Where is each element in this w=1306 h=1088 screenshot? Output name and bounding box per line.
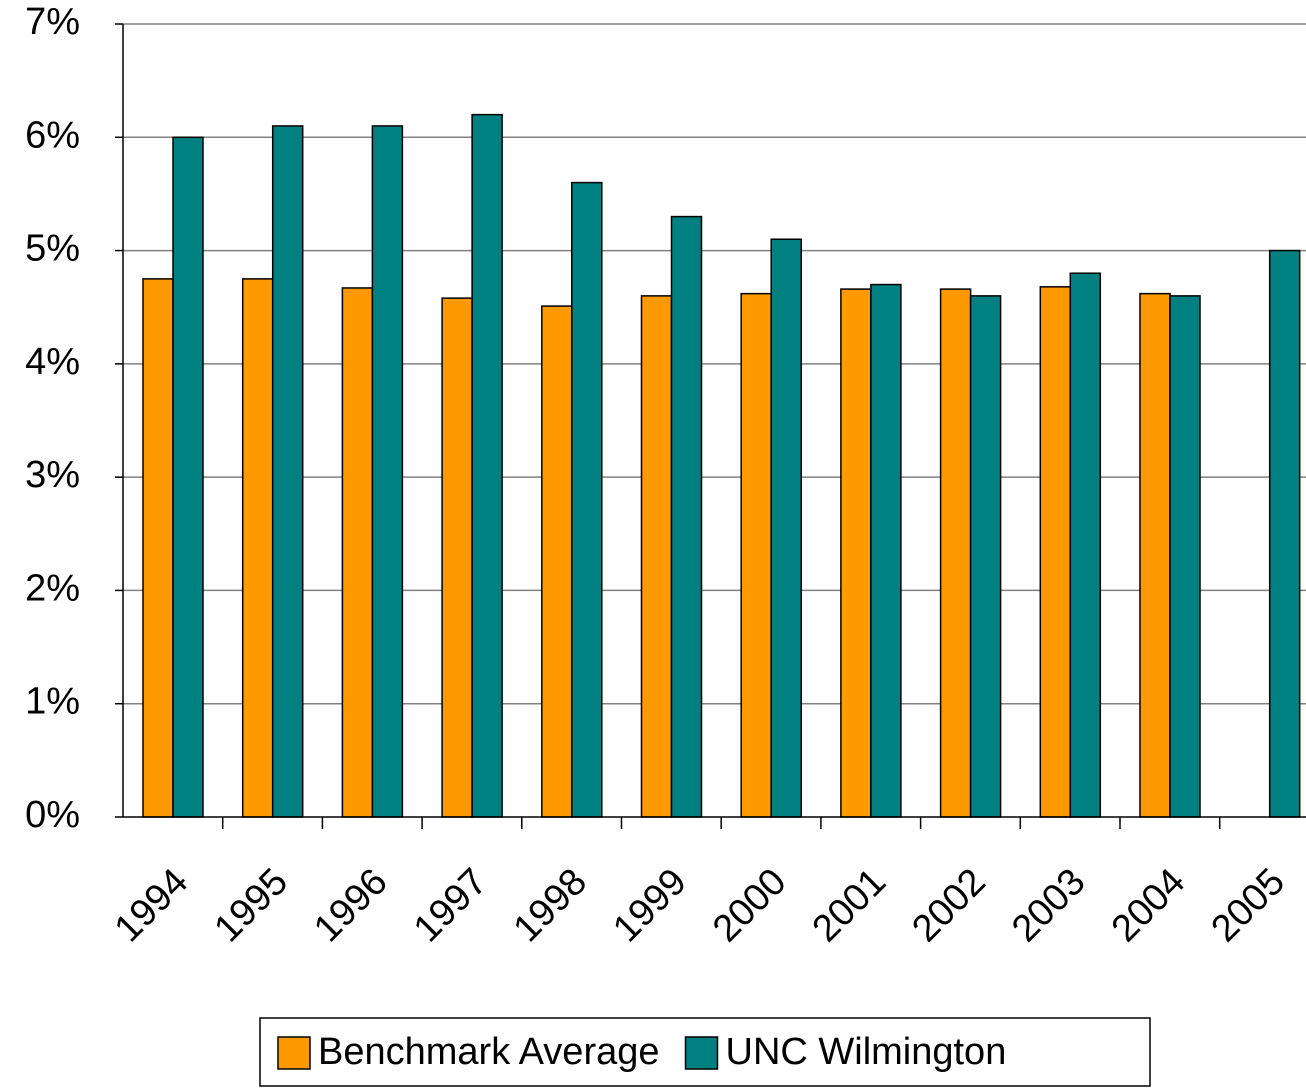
bar	[271, 125, 304, 818]
bar	[241, 278, 274, 818]
x-tick-label: 2003	[1004, 861, 1093, 950]
bar	[840, 288, 872, 818]
bar	[870, 283, 902, 818]
bar	[1139, 292, 1171, 818]
bar	[1169, 295, 1201, 818]
legend-label: Benchmark Average	[318, 1031, 660, 1073]
x-tick-label: 1995	[207, 861, 296, 950]
bar	[969, 295, 1002, 818]
y-tick-label: 4%	[25, 341, 80, 383]
y-tick-label: 7%	[25, 1, 80, 43]
bar	[341, 287, 374, 818]
bar	[640, 295, 673, 818]
bar	[571, 181, 603, 818]
bar	[740, 292, 772, 818]
y-tick-label: 1%	[25, 681, 80, 723]
y-tick-label: 0%	[25, 794, 80, 836]
y-tick-label: 2%	[25, 567, 80, 609]
x-tick-label: 1999	[605, 861, 694, 950]
legend-label: UNC Wilmington	[726, 1031, 1007, 1073]
legend-swatch	[277, 1036, 311, 1070]
bar	[172, 136, 204, 818]
x-tick-label: 1997	[406, 861, 495, 950]
bar	[471, 113, 503, 818]
x-tick-label: 1994	[107, 861, 196, 950]
y-tick-label: 6%	[25, 114, 80, 156]
x-tick-label: 2005	[1204, 861, 1293, 950]
bar	[1039, 286, 1072, 818]
bar	[1268, 249, 1301, 818]
bar	[142, 278, 174, 818]
bar	[1069, 272, 1102, 818]
x-tick-label: 2002	[904, 861, 993, 950]
bar	[371, 125, 404, 818]
legend-swatch	[684, 1036, 719, 1070]
bar	[441, 297, 473, 818]
bar	[770, 238, 802, 818]
y-tick-label: 5%	[25, 228, 80, 270]
y-tick-label: 3%	[25, 454, 80, 496]
bar	[670, 215, 703, 818]
x-tick-label: 1996	[306, 861, 395, 950]
x-tick-label: 1998	[506, 861, 595, 950]
x-tick-label: 2001	[805, 861, 894, 950]
x-tick-label: 2000	[705, 861, 794, 950]
x-tick-label: 2004	[1104, 861, 1193, 950]
bar	[939, 288, 972, 818]
bar	[541, 305, 573, 818]
